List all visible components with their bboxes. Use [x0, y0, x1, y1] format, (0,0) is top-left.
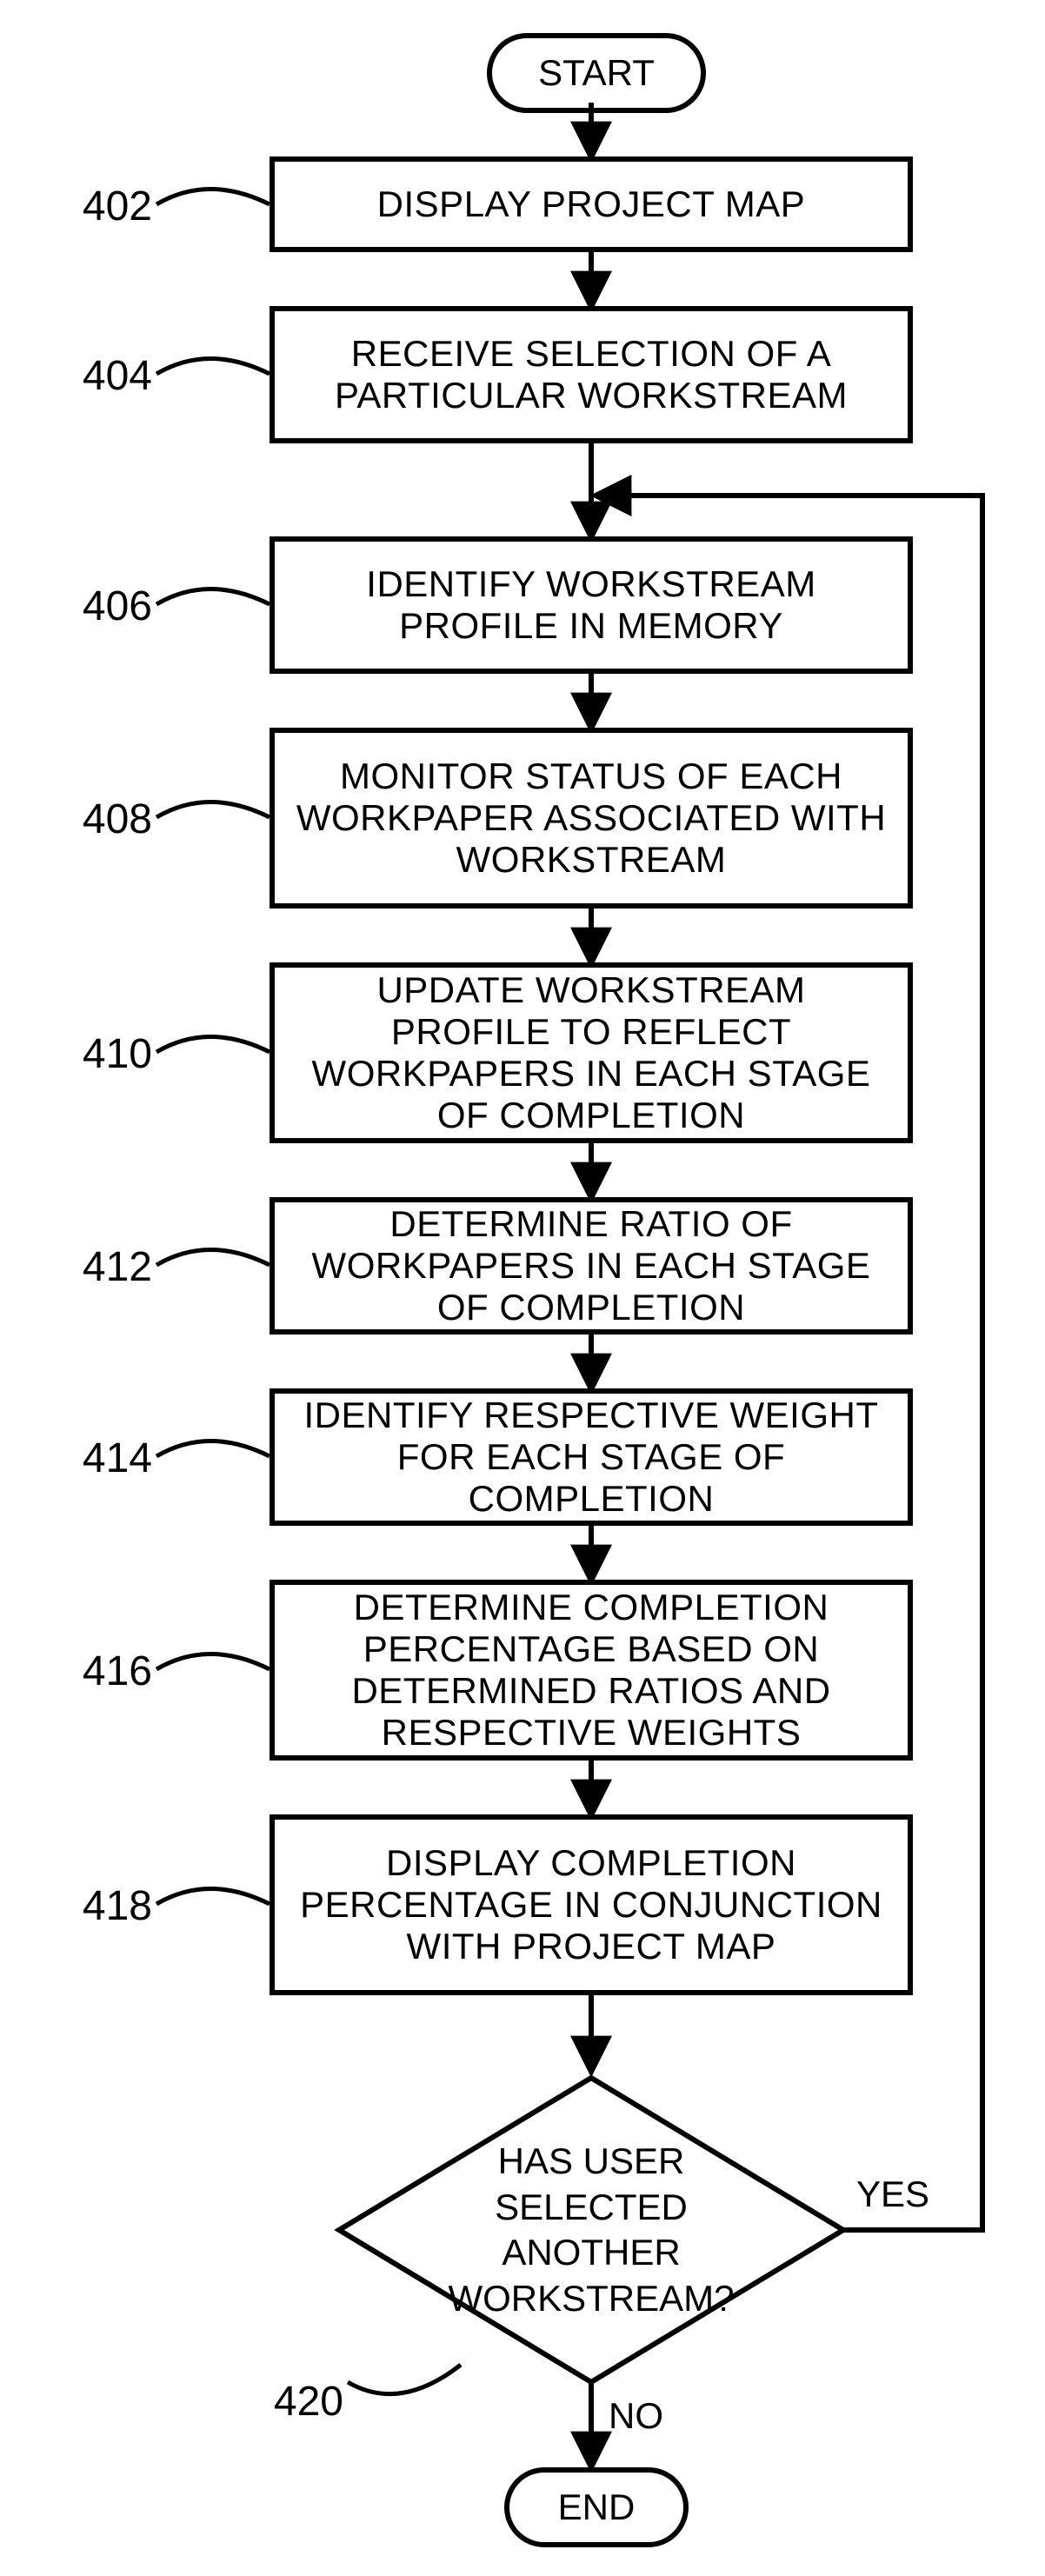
ref-412: 412	[52, 1243, 152, 1291]
process-412: DETERMINE RATIO OF WORKPAPERS IN EACH ST…	[270, 1197, 913, 1335]
process-416-text: DETERMINE COMPLETION PERCENTAGE BASED ON…	[292, 1587, 890, 1754]
terminator-start: START	[487, 33, 706, 113]
process-406: IDENTIFY WORKSTREAM PROFILE IN MEMORY	[270, 536, 913, 674]
process-412-text: DETERMINE RATIO OF WORKPAPERS IN EACH ST…	[292, 1203, 890, 1328]
process-416: DETERMINE COMPLETION PERCENTAGE BASED ON…	[270, 1580, 913, 1761]
decision-420-text: HAS USER SELECTED ANOTHER WORKSTREAM?	[339, 2139, 843, 2321]
ref-414: 414	[52, 1434, 152, 1482]
terminator-start-label: START	[538, 52, 655, 94]
process-404: RECEIVE SELECTION OF A PARTICULAR WORKST…	[270, 306, 913, 443]
ref-402: 402	[52, 183, 152, 230]
ref-406: 406	[52, 582, 152, 630]
process-410-text: UPDATE WORKSTREAM PROFILE TO REFLECT WOR…	[292, 969, 890, 1136]
ref-408: 408	[52, 795, 152, 843]
ref-404: 404	[52, 352, 152, 400]
process-402: DISPLAY PROJECT MAP	[270, 156, 913, 252]
process-418: DISPLAY COMPLETION PERCENTAGE IN CONJUNC…	[270, 1814, 913, 1995]
ref-416: 416	[52, 1647, 152, 1695]
process-414-text: IDENTIFY RESPECTIVE WEIGHT FOR EACH STAG…	[292, 1395, 890, 1520]
process-410: UPDATE WORKSTREAM PROFILE TO REFLECT WOR…	[270, 962, 913, 1143]
process-404-text: RECEIVE SELECTION OF A PARTICULAR WORKST…	[292, 333, 890, 416]
process-414: IDENTIFY RESPECTIVE WEIGHT FOR EACH STAG…	[270, 1388, 913, 1526]
ref-418: 418	[52, 1882, 152, 1930]
ref-420: 420	[243, 2378, 343, 2426]
flowchart-canvas: START DISPLAY PROJECT MAP 402 RECEIVE SE…	[0, 0, 1045, 2576]
process-408-text: MONITOR STATUS OF EACH WORKPAPER ASSOCIA…	[292, 755, 890, 881]
ref-410: 410	[52, 1030, 152, 1078]
process-418-text: DISPLAY COMPLETION PERCENTAGE IN CONJUNC…	[292, 1842, 890, 1967]
terminator-end: END	[504, 2467, 689, 2547]
process-402-text: DISPLAY PROJECT MAP	[377, 183, 806, 225]
edge-label-no: NO	[609, 2395, 663, 2437]
decision-420: HAS USER SELECTED ANOTHER WORKSTREAM?	[339, 2078, 843, 2382]
process-408: MONITOR STATUS OF EACH WORKPAPER ASSOCIA…	[270, 728, 913, 909]
terminator-end-label: END	[558, 2486, 636, 2528]
edge-label-yes: YES	[856, 2173, 929, 2215]
process-406-text: IDENTIFY WORKSTREAM PROFILE IN MEMORY	[292, 563, 890, 647]
